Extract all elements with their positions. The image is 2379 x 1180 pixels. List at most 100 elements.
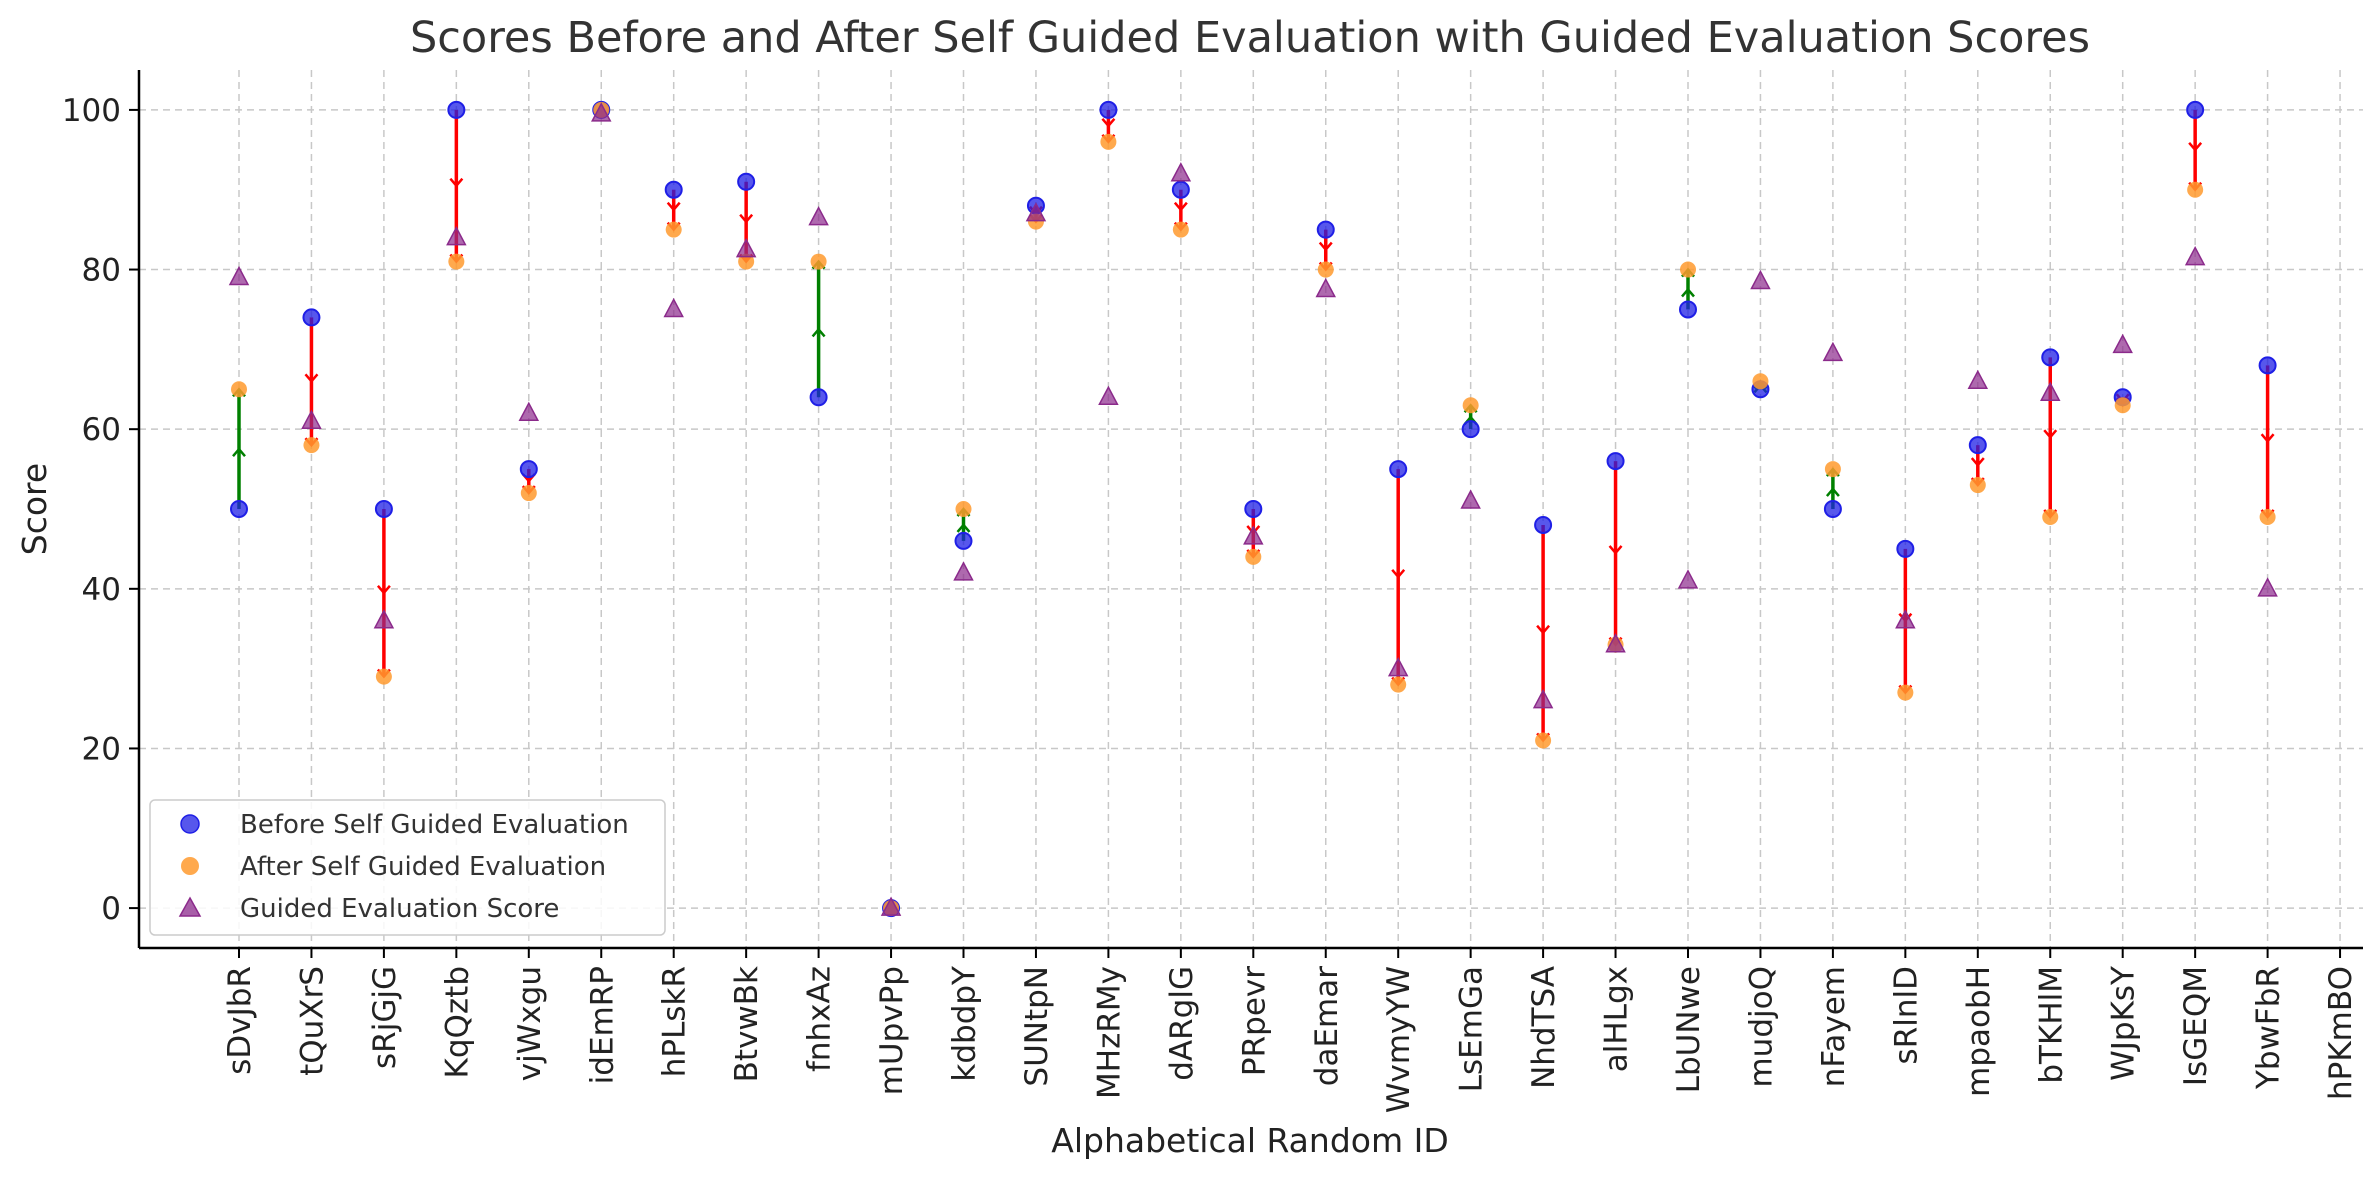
- x-tick-label: daEmar: [1309, 966, 1345, 1086]
- point-guided: [2112, 333, 2133, 354]
- x-tick-label: bTKHlM: [2033, 966, 2069, 1084]
- x-tick-label: hPLskR: [657, 966, 693, 1077]
- point-after: [1824, 461, 1841, 478]
- legend-label-guided: Guided Evaluation Score: [240, 894, 559, 924]
- x-tick-label: IsGEQM: [2178, 966, 2214, 1086]
- y-tick-label: 40: [82, 572, 121, 608]
- change-arrow-mid: [232, 447, 246, 457]
- x-tick-label: dARglG: [1164, 966, 1200, 1081]
- point-before: [447, 100, 466, 119]
- data-points: [228, 100, 2278, 918]
- point-guided: [1170, 162, 1192, 182]
- point-before: [1244, 500, 1263, 518]
- x-tick-label: fnhxAz: [802, 966, 838, 1072]
- y-tick-label: 20: [82, 731, 121, 767]
- y-tick-label: 80: [82, 253, 121, 289]
- point-after: [1897, 684, 1914, 701]
- x-tick-label: mudjoQ: [1743, 966, 1779, 1088]
- x-tick-label: mUpvPp: [874, 966, 910, 1095]
- point-after: [1680, 261, 1696, 278]
- legend-label-before: Before Self Guided Evaluation: [240, 810, 629, 840]
- point-before: [1316, 220, 1335, 239]
- point-before: [1534, 515, 1553, 534]
- change-arrow-mid: [2188, 142, 2203, 152]
- x-tick-label: KqQztb: [439, 966, 475, 1079]
- point-after: [2114, 397, 2131, 414]
- point-after: [810, 253, 827, 270]
- point-guided: [1822, 341, 1844, 362]
- point-before: [2258, 356, 2277, 375]
- point-after: [303, 437, 320, 454]
- point-after: [2042, 508, 2059, 525]
- x-tick-label: nFayem: [1816, 966, 1852, 1087]
- point-after: [738, 253, 755, 270]
- x-tick-label: alHLgx: [1599, 966, 1635, 1072]
- point-guided: [1532, 688, 1554, 709]
- change-arrow-mid: [1970, 457, 1985, 468]
- point-guided: [2184, 245, 2206, 266]
- x-tick-label: SUNtpN: [1019, 966, 1055, 1087]
- change-arrow-mid: [1681, 287, 1695, 298]
- point-after: [1317, 261, 1334, 278]
- point-after: [520, 485, 537, 502]
- point-after: [1245, 548, 1262, 565]
- point-guided: [1098, 385, 1119, 406]
- point-guided: [1967, 369, 1989, 390]
- point-before: [302, 308, 321, 327]
- point-guided: [373, 609, 395, 629]
- point-guided: [953, 561, 974, 581]
- change-arrow-mid: [2043, 429, 2058, 440]
- x-tick-label: MHzRMy: [1091, 966, 1127, 1099]
- change-arrow-mid: [1536, 624, 1551, 635]
- point-after: [1535, 732, 1552, 749]
- x-tick-label: kdbdpY: [947, 966, 983, 1082]
- point-guided: [1460, 489, 1481, 509]
- point-guided: [2257, 577, 2278, 597]
- x-tick-label: BtvwBk: [729, 966, 765, 1082]
- point-guided: [1895, 609, 1916, 629]
- grid: [139, 70, 2363, 948]
- point-after: [448, 253, 465, 270]
- change-arrow-mid: [449, 177, 464, 188]
- change-arrow-mid: [376, 584, 391, 595]
- point-before: [737, 172, 756, 191]
- point-before: [1099, 100, 1118, 119]
- point-before: [1389, 460, 1408, 479]
- x-tick-label: WJpKsY: [2106, 966, 2142, 1081]
- x-tick-label: LsEmGa: [1454, 966, 1490, 1092]
- point-after: [1969, 477, 1986, 494]
- legend-label-after: After Self Guided Evaluation: [240, 852, 606, 882]
- change-arrow-mid: [666, 201, 681, 212]
- point-after: [665, 221, 682, 238]
- point-guided: [808, 206, 829, 226]
- change-arrow-mid: [1173, 201, 1188, 212]
- x-tick-label: YbwFbR: [2251, 966, 2287, 1090]
- x-tick-label: vjWxgu: [512, 966, 548, 1081]
- point-before: [664, 180, 683, 199]
- point-after: [1172, 221, 1189, 238]
- x-tick-label: sDvJbR: [222, 966, 258, 1075]
- x-tick-label: sRjGjG: [367, 966, 403, 1069]
- change-arrow-mid: [811, 327, 826, 338]
- point-before: [519, 460, 538, 479]
- change-arrow-mid: [1101, 118, 1116, 128]
- point-before: [374, 500, 393, 518]
- y-tick-label: 100: [62, 93, 121, 129]
- point-guided: [2040, 381, 2061, 402]
- chart-title: Scores Before and After Self Guided Eval…: [410, 13, 2090, 63]
- x-tick-label: NhdTSA: [1526, 966, 1562, 1089]
- point-before: [1679, 300, 1697, 319]
- x-tick-label: mpaobH: [1961, 966, 1997, 1097]
- point-before: [1171, 180, 1190, 199]
- point-after: [1100, 133, 1117, 150]
- change-arrow-mid: [739, 213, 754, 224]
- x-tick-label: idEmRP: [584, 966, 620, 1084]
- point-guided: [1750, 269, 1771, 290]
- point-guided: [1315, 277, 1336, 298]
- point-after: [375, 668, 392, 685]
- point-before: [1968, 436, 1987, 455]
- legend-marker-guided: [178, 896, 202, 917]
- legend-marker-after: [181, 857, 199, 875]
- point-before: [2186, 100, 2205, 119]
- point-before: [1606, 452, 1625, 471]
